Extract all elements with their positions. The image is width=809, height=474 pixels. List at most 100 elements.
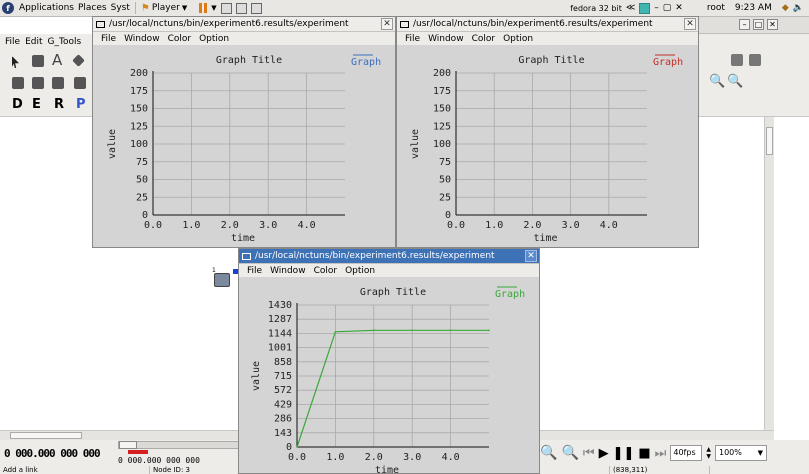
double-chevron-left-icon[interactable]: ≪: [625, 3, 636, 13]
mode-draw-topology[interactable]: D: [12, 97, 23, 112]
data-point: [334, 331, 337, 333]
menu-g-tools[interactable]: G_Tools: [47, 36, 82, 47]
graph-window-2[interactable]: /usr/local/nctuns/bin/experiment6.result…: [396, 16, 699, 248]
menu-window[interactable]: Window: [428, 33, 464, 44]
zoom-icon[interactable]: 🔍: [540, 445, 558, 461]
wireless-tool-icon[interactable]: [74, 77, 86, 89]
tool-icon[interactable]: [749, 54, 761, 66]
network-icon[interactable]: ◆: [781, 3, 789, 13]
fps-field[interactable]: 40fps: [670, 445, 703, 461]
mode-edit-property[interactable]: E: [32, 97, 41, 112]
menu-file[interactable]: File: [405, 33, 421, 44]
mode-playback[interactable]: P: [76, 97, 86, 112]
window-titlebar[interactable]: /usr/local/nctuns/bin/experiment6.result…: [397, 17, 698, 32]
menu-option[interactable]: Option: [345, 265, 376, 276]
window-titlebar[interactable]: /usr/local/nctuns/bin/experiment6.result…: [239, 249, 539, 264]
menu-file[interactable]: File: [101, 33, 117, 44]
unity-icon: [639, 2, 651, 14]
x-axis-label: time: [231, 233, 255, 244]
vertical-scrollbar[interactable]: [764, 117, 774, 430]
graph-menubar: File Window Color Option: [397, 32, 698, 45]
close-icon[interactable]: ✕: [767, 19, 778, 30]
pointer-tool-icon[interactable]: [12, 56, 19, 68]
minimize-icon[interactable]: –: [739, 19, 750, 30]
clock[interactable]: 9:23 AM: [734, 3, 772, 13]
host-tool-icon[interactable]: [32, 55, 44, 67]
time-slider[interactable]: [118, 441, 240, 449]
status-node-id: Node ID: 3: [150, 466, 610, 474]
chart-title: Graph Title: [216, 55, 282, 66]
pause-icon[interactable]: ❚❚: [612, 445, 635, 461]
y-axis-label: value: [107, 129, 118, 159]
scrollbar-thumb[interactable]: [766, 127, 773, 155]
restore-vm-button[interactable]: ▢: [662, 3, 672, 13]
menu-window[interactable]: Window: [270, 265, 306, 276]
skip-forward-icon[interactable]: ⏭: [654, 445, 667, 461]
places-menu[interactable]: Places: [77, 3, 107, 13]
x-axis-label: time: [375, 465, 399, 474]
router-tool-icon[interactable]: [52, 77, 64, 89]
menu-window[interactable]: Window: [124, 33, 160, 44]
y-tick-label: 0: [445, 210, 451, 221]
hub-tool-icon[interactable]: [12, 77, 24, 89]
snapshot-button[interactable]: [234, 0, 249, 17]
y-tick-label: 75: [439, 157, 451, 168]
panel-separator: [134, 2, 136, 14]
pause-vm-button[interactable]: [197, 0, 209, 17]
menu-option[interactable]: Option: [503, 33, 534, 44]
slider-handle[interactable]: [119, 441, 137, 449]
x-tick-label: 2.0: [365, 452, 383, 463]
player-icon: ⚑: [140, 2, 150, 14]
mode-run-simulation[interactable]: R: [54, 97, 65, 112]
window-titlebar[interactable]: /usr/local/nctuns/bin/experiment6.result…: [93, 17, 395, 32]
applications-menu[interactable]: Applications: [19, 3, 74, 13]
menu-file[interactable]: File: [5, 36, 21, 47]
tool-icon[interactable]: [731, 54, 743, 66]
system-menu[interactable]: Syst: [110, 3, 130, 13]
switch-tool-icon[interactable]: [32, 77, 44, 89]
line-chart: Graph Title 0 143 286 429 572 715 858 1001 1144 12…: [251, 286, 525, 474]
volume-icon[interactable]: 🔈: [792, 3, 804, 13]
user-name[interactable]: root: [706, 3, 725, 13]
vm-options-button[interactable]: ▼: [209, 0, 218, 17]
line-chart: Graph Title 0 25 50 75 100 125 150 175 200 0.0 1.0 2…: [107, 54, 381, 244]
close-icon[interactable]: ✕: [525, 250, 537, 262]
close-icon[interactable]: ✕: [381, 18, 393, 30]
player-label: Player: [151, 3, 180, 13]
play-icon[interactable]: ▶: [598, 445, 609, 461]
unity-button[interactable]: [637, 0, 652, 17]
legend-label: Graph: [653, 57, 683, 68]
zoom-out-icon[interactable]: 🔍: [727, 74, 744, 89]
zoom-in-icon[interactable]: 🔍: [709, 74, 726, 89]
link-tool-icon[interactable]: [72, 54, 85, 67]
send-keys-button[interactable]: [219, 0, 234, 17]
menu-file[interactable]: File: [247, 265, 263, 276]
graph-window-1[interactable]: /usr/local/nctuns/bin/experiment6.result…: [92, 16, 396, 248]
vm-name: fedora 32 bit: [570, 3, 622, 13]
menu-color[interactable]: Color: [471, 33, 496, 44]
simulation-clock-display: 0 000.000 000 000: [4, 447, 101, 460]
close-vm-button[interactable]: ✕: [675, 3, 683, 13]
fullscreen-icon: [250, 2, 262, 14]
fedora-logo-icon[interactable]: f: [2, 2, 14, 14]
minimize-vm-button[interactable]: –: [654, 3, 659, 13]
fps-stepper[interactable]: ▲ ▼: [706, 446, 711, 460]
text-tool-icon[interactable]: A: [52, 51, 63, 69]
fullscreen-button[interactable]: [249, 0, 264, 17]
menu-color[interactable]: Color: [167, 33, 192, 44]
maximize-icon[interactable]: □: [753, 19, 764, 30]
menu-color[interactable]: Color: [313, 265, 338, 276]
host-node-icon[interactable]: [214, 273, 230, 287]
y-tick-label: 50: [136, 175, 148, 186]
scrollbar-thumb[interactable]: [10, 432, 82, 439]
y-tick-label: 143: [274, 428, 292, 439]
menu-option[interactable]: Option: [199, 33, 230, 44]
menu-edit[interactable]: Edit: [25, 36, 43, 47]
skip-back-icon[interactable]: ⏮: [582, 445, 595, 461]
zoom-select[interactable]: 100% ▼: [715, 445, 767, 461]
zoom-icon[interactable]: 🔍: [561, 445, 579, 461]
stop-icon[interactable]: ■: [638, 445, 651, 461]
close-icon[interactable]: ✕: [684, 18, 696, 30]
player-menu[interactable]: ⚑ Player ▼: [139, 0, 189, 17]
graph-window-3[interactable]: /usr/local/nctuns/bin/experiment6.result…: [238, 248, 540, 474]
